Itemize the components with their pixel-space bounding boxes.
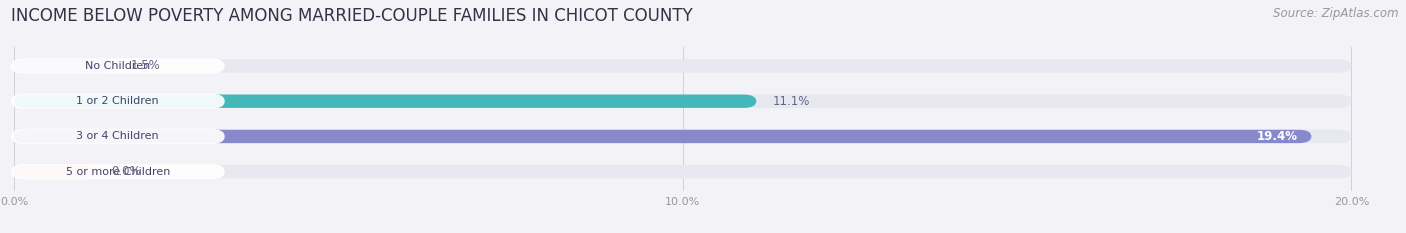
FancyBboxPatch shape bbox=[14, 95, 1351, 108]
FancyBboxPatch shape bbox=[11, 164, 225, 179]
Text: INCOME BELOW POVERTY AMONG MARRIED-COUPLE FAMILIES IN CHICOT COUNTY: INCOME BELOW POVERTY AMONG MARRIED-COUPL… bbox=[11, 7, 693, 25]
FancyBboxPatch shape bbox=[14, 59, 1351, 73]
Text: 19.4%: 19.4% bbox=[1257, 130, 1298, 143]
Text: 3 or 4 Children: 3 or 4 Children bbox=[76, 131, 159, 141]
Text: 1.5%: 1.5% bbox=[131, 59, 160, 72]
FancyBboxPatch shape bbox=[14, 59, 114, 73]
FancyBboxPatch shape bbox=[11, 58, 225, 74]
Text: 1 or 2 Children: 1 or 2 Children bbox=[76, 96, 159, 106]
FancyBboxPatch shape bbox=[11, 129, 225, 144]
FancyBboxPatch shape bbox=[14, 130, 1312, 143]
FancyBboxPatch shape bbox=[14, 165, 94, 178]
Text: No Children: No Children bbox=[86, 61, 150, 71]
Text: 0.0%: 0.0% bbox=[111, 165, 141, 178]
FancyBboxPatch shape bbox=[11, 93, 225, 109]
Text: 11.1%: 11.1% bbox=[773, 95, 810, 108]
FancyBboxPatch shape bbox=[14, 165, 1351, 178]
FancyBboxPatch shape bbox=[14, 130, 1351, 143]
Text: Source: ZipAtlas.com: Source: ZipAtlas.com bbox=[1274, 7, 1399, 20]
FancyBboxPatch shape bbox=[14, 95, 756, 108]
Text: 5 or more Children: 5 or more Children bbox=[66, 167, 170, 177]
